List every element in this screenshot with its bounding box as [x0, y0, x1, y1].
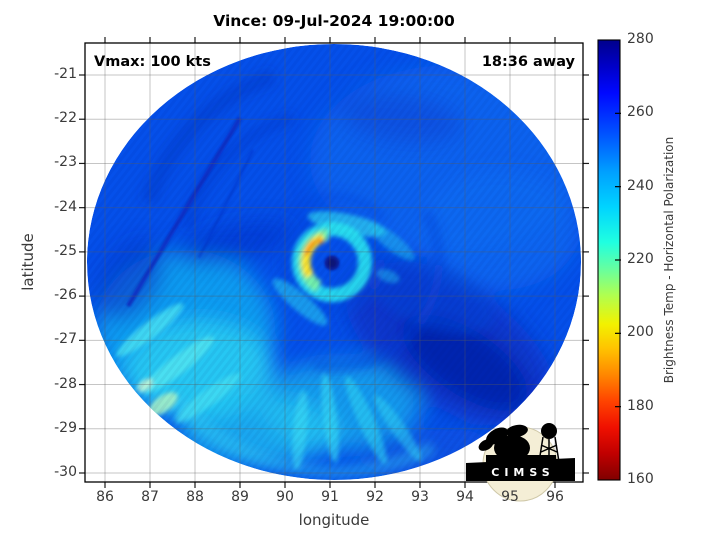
colorbar-tick-label: 220: [627, 251, 654, 267]
x-tick-label: 93: [411, 489, 429, 505]
colorbar-gradient: [598, 40, 620, 480]
cimss-logo-banner: [466, 458, 575, 481]
x-tick-label: 94: [456, 489, 474, 505]
colorbar-tick-label: 240: [627, 177, 654, 194]
x-axis-label: longitude: [298, 511, 370, 529]
plot-title: Vince: 09-Jul-2024 19:00:00: [213, 12, 455, 30]
x-tick-label: 96: [546, 489, 564, 505]
y-tick-label: -28: [54, 375, 77, 392]
cimss-logo-text: CIMSS: [491, 466, 554, 479]
y-tick-label: -24: [54, 198, 77, 215]
y-tick-label: -30: [54, 463, 77, 480]
x-tick-label: 92: [366, 489, 384, 505]
axis-ticks: [79, 37, 589, 488]
colorbar-tick-label: 160: [627, 471, 654, 487]
axes-box: [84, 42, 584, 483]
x-tick-label: 95: [501, 489, 519, 505]
x-tick-label: 87: [141, 489, 159, 505]
x-tick-label: 91: [321, 489, 339, 505]
y-tick-label: -23: [54, 154, 77, 171]
y-tick-label: -22: [54, 110, 77, 127]
x-tick-label: 89: [231, 489, 249, 505]
vmax-annotation: Vmax: 100 kts: [94, 54, 211, 70]
colorbar-tick-label: 280: [627, 31, 654, 47]
grid-lines: [85, 43, 583, 482]
y-tick-label: -27: [54, 331, 77, 348]
x-tick-label: 90: [276, 489, 294, 505]
swath-image: [87, 44, 581, 480]
time-away-annotation: 18:36 away: [481, 54, 575, 70]
y-tick-label: -25: [54, 242, 77, 259]
colorbar-tick-label: 180: [627, 397, 654, 414]
y-tick-label: -26: [54, 287, 77, 304]
cimss-logo-silhouette: [478, 423, 560, 464]
x-tick-label: 86: [96, 489, 114, 505]
y-axis-label: latitude: [19, 233, 37, 291]
y-tick-label: -21: [54, 66, 77, 82]
colorbar-tick-label: 260: [627, 104, 654, 121]
colorbar-tick-label: 200: [627, 324, 654, 341]
x-tick-label: 88: [186, 489, 204, 505]
y-tick-label: -29: [54, 419, 77, 436]
